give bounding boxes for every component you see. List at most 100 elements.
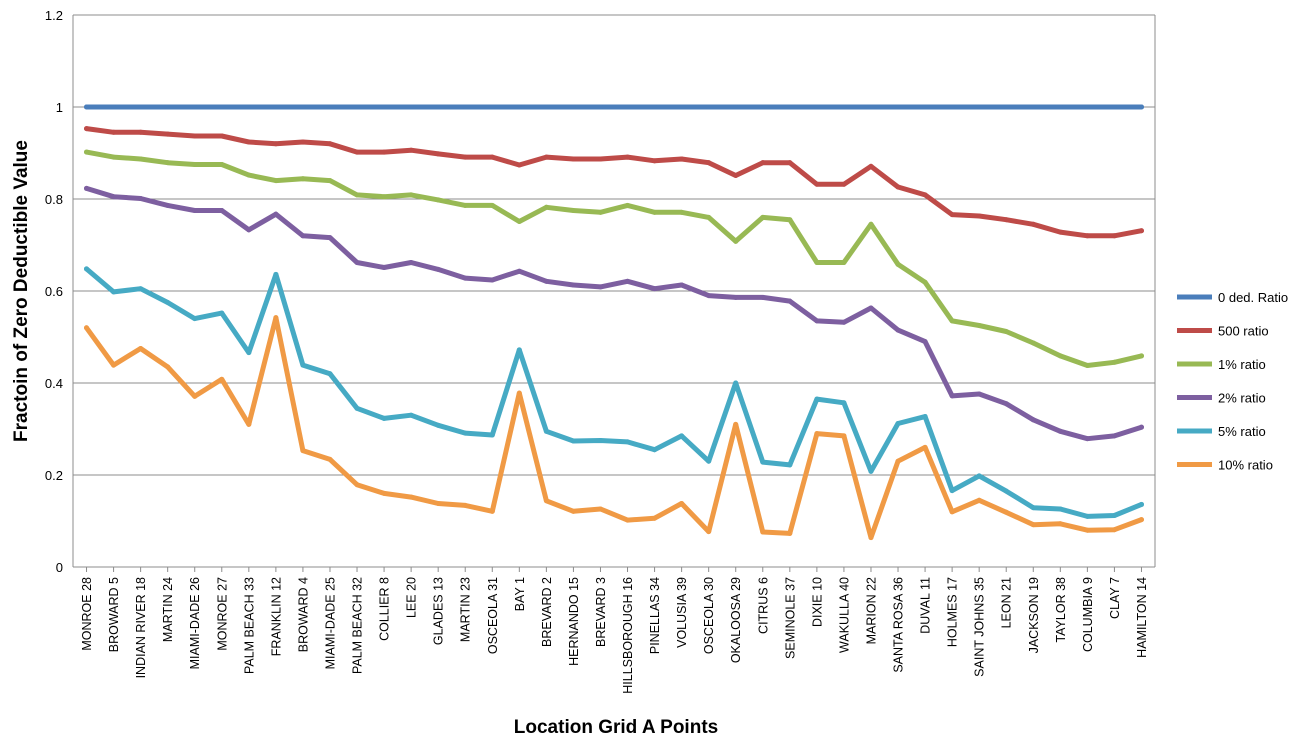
data-point xyxy=(462,154,468,160)
data-point xyxy=(949,212,955,218)
data-point xyxy=(354,405,360,411)
x-tick-label: MARTIN 24 xyxy=(161,577,175,642)
data-point xyxy=(625,154,631,160)
y-tick-label: 0.4 xyxy=(45,376,63,391)
data-point xyxy=(597,506,603,512)
data-point xyxy=(679,209,685,215)
data-point xyxy=(1030,221,1036,227)
data-point xyxy=(408,104,414,110)
x-tick-label: PINELLAS 34 xyxy=(648,577,662,654)
data-point xyxy=(868,305,874,311)
data-point xyxy=(895,261,901,267)
data-point xyxy=(84,185,90,191)
data-point xyxy=(570,438,576,444)
data-point xyxy=(462,502,468,508)
data-point xyxy=(976,213,982,219)
data-point xyxy=(841,433,847,439)
x-tick-label: MARION 22 xyxy=(864,577,878,644)
data-point xyxy=(381,194,387,200)
data-point xyxy=(138,104,144,110)
data-point xyxy=(165,202,171,208)
data-point xyxy=(219,133,225,139)
data-point xyxy=(381,415,387,421)
data-point xyxy=(841,181,847,187)
data-point xyxy=(273,141,279,147)
data-point xyxy=(760,214,766,220)
data-point xyxy=(165,300,171,305)
data-point xyxy=(516,219,522,225)
data-point xyxy=(1111,233,1117,239)
data-point xyxy=(760,529,766,535)
data-point xyxy=(679,433,685,439)
data-point xyxy=(138,346,144,351)
data-point xyxy=(219,310,225,316)
data-point xyxy=(273,315,279,321)
series-line-1 xyxy=(84,126,1144,239)
data-point xyxy=(273,104,279,110)
data-point xyxy=(625,278,631,284)
data-point xyxy=(679,104,685,110)
data-point xyxy=(246,139,252,145)
data-point xyxy=(462,430,468,436)
x-tick-label: FRANKLIN 12 xyxy=(269,577,283,656)
data-point xyxy=(381,490,387,496)
data-point xyxy=(1003,328,1009,334)
data-point xyxy=(273,271,279,277)
legend-label: 2% ratio xyxy=(1218,391,1266,406)
data-point xyxy=(868,163,874,169)
data-point xyxy=(300,233,306,239)
data-point xyxy=(219,104,225,110)
data-point xyxy=(949,318,955,324)
x-tick-label: SEMINOLE 37 xyxy=(783,577,797,659)
data-point xyxy=(516,268,522,274)
data-point xyxy=(111,362,117,368)
data-point xyxy=(733,421,739,427)
data-point xyxy=(922,444,928,450)
data-point xyxy=(868,535,874,541)
x-tick-label: COLUMBIA 9 xyxy=(1081,577,1095,652)
data-point xyxy=(408,412,414,418)
data-point xyxy=(814,259,820,265)
data-point xyxy=(516,390,522,396)
data-point xyxy=(733,294,739,300)
data-point xyxy=(570,156,576,162)
y-tick-label: 0 xyxy=(56,560,63,575)
series-lines xyxy=(84,104,1144,541)
data-point xyxy=(597,104,603,110)
y-tick-label: 1 xyxy=(56,100,63,115)
data-point xyxy=(138,196,144,202)
x-tick-label: OKALOOSA 29 xyxy=(729,577,743,663)
data-point xyxy=(1111,104,1117,110)
legend: 0 ded. Ratio 500 ratio 1% ratio 2% ratio 5% … xyxy=(1177,290,1288,473)
data-point xyxy=(516,104,522,110)
data-point xyxy=(1057,353,1063,359)
data-point xyxy=(435,197,441,203)
x-axis-label: Location Grid A Points xyxy=(514,717,718,738)
data-point xyxy=(1057,506,1063,512)
data-point xyxy=(543,204,549,210)
data-point xyxy=(543,278,549,284)
data-point xyxy=(1111,512,1117,518)
x-tick-label: JACKSON 19 xyxy=(1027,577,1041,653)
data-point xyxy=(814,104,820,110)
x-tick-label: MIAMI-DADE 25 xyxy=(323,577,337,669)
data-point xyxy=(138,156,144,162)
data-point xyxy=(327,141,333,147)
data-point xyxy=(1030,417,1036,423)
data-point xyxy=(814,181,820,187)
y-axis-label: Fractoin of Zero Deductible Value xyxy=(11,140,32,442)
data-point xyxy=(354,104,360,110)
data-point xyxy=(543,104,549,110)
data-point xyxy=(1138,517,1144,523)
y-tick-label: 0.8 xyxy=(45,192,63,207)
x-tick-label: BAY 1 xyxy=(513,577,527,611)
data-point xyxy=(1138,228,1144,234)
data-point xyxy=(1030,340,1036,346)
data-point xyxy=(895,420,901,426)
data-point xyxy=(408,259,414,265)
data-point xyxy=(192,162,198,167)
data-point xyxy=(895,458,901,464)
data-point xyxy=(625,202,631,208)
data-point xyxy=(733,104,739,110)
